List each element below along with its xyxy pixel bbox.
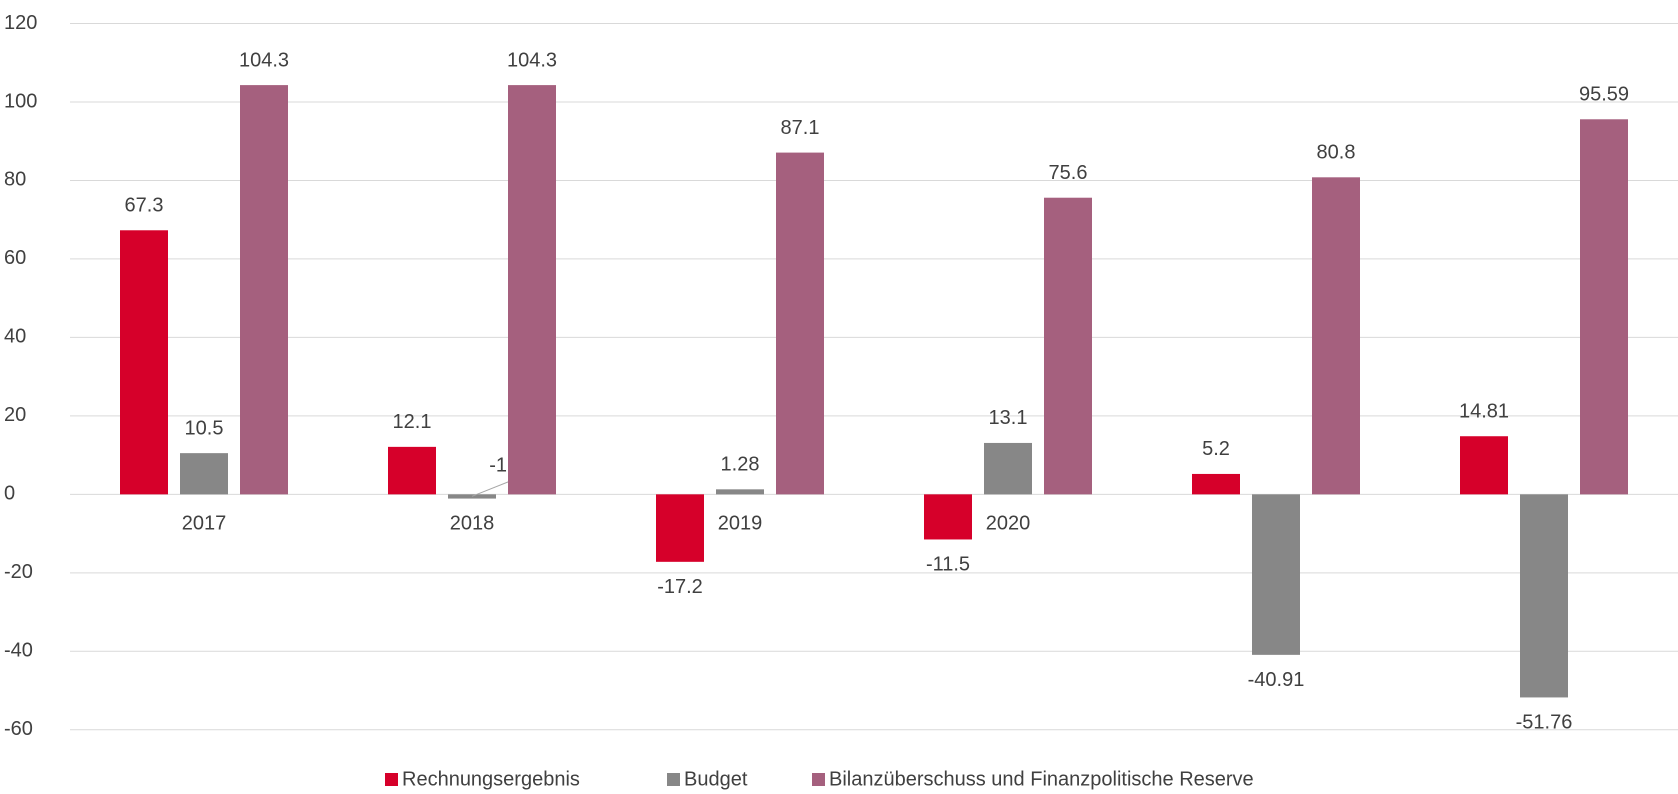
bar: [1252, 494, 1300, 655]
bar: [508, 85, 556, 495]
bar: [924, 494, 972, 540]
bar: [388, 446, 436, 495]
legend-label: Budget: [684, 768, 748, 790]
bar: [984, 442, 1032, 495]
y-tick-label: -20: [4, 561, 33, 583]
y-tick-label: -60: [4, 718, 33, 740]
bar: [716, 489, 764, 495]
data-label: -17.2: [657, 576, 703, 598]
x-tick-label: 2020: [986, 513, 1031, 535]
y-tick-label: 0: [4, 483, 15, 505]
y-tick-label: 40: [4, 326, 26, 348]
data-label: 13.1: [989, 407, 1028, 429]
bar: [1312, 177, 1360, 495]
data-label: 87.1: [781, 117, 820, 139]
legend-swatch: [812, 773, 825, 786]
data-label: 10.5: [185, 417, 224, 439]
legend-swatch: [385, 773, 398, 786]
data-label: -40.91: [1248, 669, 1305, 691]
bar: [1044, 197, 1092, 495]
bar: [1580, 119, 1628, 495]
data-label: 5.2: [1202, 438, 1230, 460]
legend-label: Bilanzüberschuss und Finanzpolitische Re…: [829, 768, 1254, 790]
data-label: 80.8: [1317, 142, 1356, 164]
legend-label: Rechnungsergebnis: [402, 768, 580, 790]
data-label: 14.81: [1459, 401, 1509, 423]
leader-line: [471, 479, 513, 497]
bar: [776, 152, 824, 495]
data-label: -11.5: [926, 554, 970, 576]
bar: [448, 494, 496, 499]
bar: [656, 494, 704, 562]
x-tick-label: 2019: [718, 513, 763, 535]
data-label: -51.76: [1516, 712, 1573, 734]
y-tick-label: -40: [4, 640, 33, 662]
x-tick-label: 2018: [450, 513, 495, 535]
data-label: 75.6: [1049, 162, 1088, 184]
bar: [1520, 494, 1568, 698]
y-tick-label: 20: [4, 404, 26, 426]
data-label: 104.3: [507, 49, 557, 71]
data-label: 67.3: [125, 195, 164, 217]
bar: [120, 230, 168, 495]
y-tick-label: 80: [4, 169, 26, 191]
x-tick-label: 2017: [182, 513, 227, 535]
data-label: 12.1: [393, 411, 432, 433]
bar: [240, 85, 288, 495]
y-tick-label: 60: [4, 247, 26, 269]
y-tick-label: 100: [4, 90, 37, 112]
bar: [180, 453, 228, 495]
legend-swatch: [667, 773, 680, 786]
data-label: 104.3: [239, 49, 289, 71]
data-label: 95.59: [1579, 84, 1629, 106]
y-tick-label: 120: [4, 12, 37, 34]
bar: [1460, 436, 1508, 495]
data-label: 1.28: [721, 454, 760, 476]
bar: [1192, 473, 1240, 495]
